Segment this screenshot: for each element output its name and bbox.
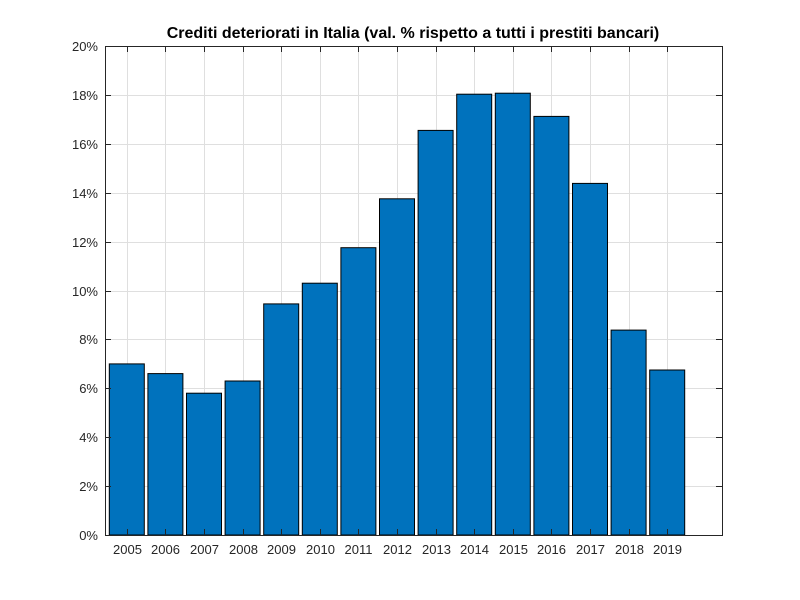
bars-group: [108, 92, 686, 536]
y-tick-label: 6%: [79, 381, 98, 396]
x-tick-label: 2008: [229, 542, 258, 557]
bar-2016: [533, 115, 570, 536]
x-axis-tick-labels: 2005 2006 2007 2008 2009 2010 2011 2012 2013 2014…: [113, 542, 682, 557]
bar-2007: [186, 392, 222, 536]
bar-2008: [224, 380, 261, 536]
bar-2005: [108, 363, 145, 536]
bar-2014: [456, 93, 493, 536]
y-tick-label: 14%: [72, 186, 98, 201]
bar-2011: [340, 247, 377, 536]
x-tick-label: 2013: [422, 542, 451, 557]
tick-marks: [105, 46, 722, 536]
y-tick-label: 8%: [79, 332, 98, 347]
x-tick-label: 2019: [653, 542, 682, 557]
x-tick-label: 2012: [383, 542, 412, 557]
y-tick-label: 0%: [79, 528, 98, 543]
y-tick-label: 4%: [79, 430, 98, 445]
y-axis-tick-labels: 0% 2% 4% 6% 8% 10% 12% 14% 16% 18% 20%: [72, 39, 98, 543]
bar-2010: [301, 282, 338, 536]
bar-2006: [147, 373, 184, 536]
bar-2018: [610, 329, 647, 536]
x-tick-label: 2014: [460, 542, 489, 557]
bar-2017: [572, 182, 608, 536]
y-tick-label: 2%: [79, 479, 98, 494]
x-tick-label: 2016: [537, 542, 566, 557]
y-tick-label: 16%: [72, 137, 98, 152]
x-tick-label: 2017: [576, 542, 605, 557]
x-tick-label: 2015: [499, 542, 528, 557]
bar-2019: [649, 369, 686, 536]
x-tick-label: 2011: [345, 542, 373, 557]
x-tick-label: 2010: [306, 542, 335, 557]
y-tick-label: 20%: [72, 39, 98, 54]
bar-2009: [263, 303, 300, 536]
y-tick-label: 18%: [72, 88, 98, 103]
y-tick-label: 10%: [72, 284, 98, 299]
bar-2013: [417, 129, 454, 536]
x-tick-label: 2018: [615, 542, 644, 557]
x-tick-label: 2007: [190, 542, 219, 557]
x-tick-label: 2005: [113, 542, 142, 557]
x-tick-label: 2009: [267, 542, 296, 557]
chart-title: Crediti deteriorati in Italia (val. % ri…: [167, 25, 660, 42]
bar-2015: [494, 92, 531, 536]
x-tick-label: 2006: [151, 542, 180, 557]
bar-2012: [379, 198, 415, 536]
y-tick-label: 12%: [72, 235, 98, 250]
